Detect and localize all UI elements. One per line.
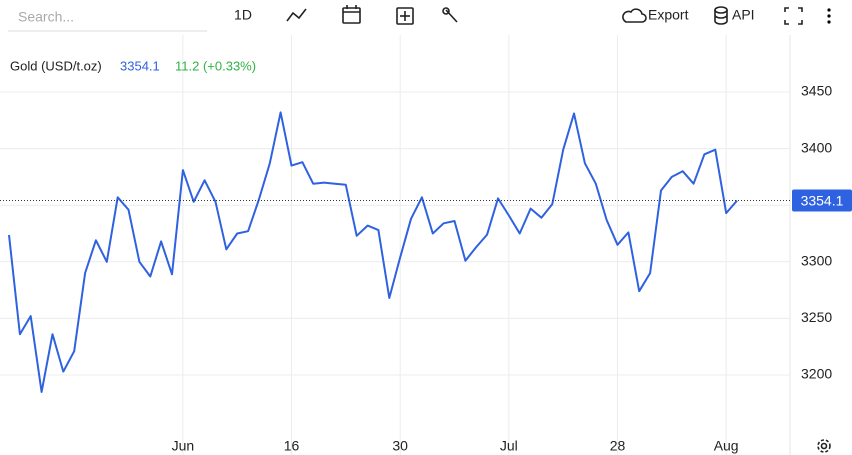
interval-button[interactable]: 1D: [234, 7, 252, 23]
y-tick-label: 3400: [801, 139, 832, 155]
settings-icon[interactable]: [817, 439, 831, 453]
legend-price: 3354.1: [120, 58, 160, 73]
x-tick-label: 28: [610, 438, 626, 454]
last-price-badge: [792, 189, 852, 212]
y-tick-label: 3250: [801, 309, 832, 325]
api-label: API: [732, 7, 755, 23]
x-tick-label: Jul: [500, 438, 518, 454]
x-tick-label: Jun: [172, 438, 195, 454]
price-line: [8, 111, 738, 393]
legend-change: 11.2 (+0.33%): [175, 58, 256, 73]
x-tick-label: 16: [284, 438, 300, 454]
y-tick-label: 3200: [801, 366, 832, 382]
plot: 320032503300335034003450Jun1630Jul28Aug3…: [0, 35, 852, 455]
x-tick-label: Aug: [714, 438, 739, 454]
export-label: Export: [648, 7, 689, 23]
more-menu[interactable]: [827, 8, 831, 24]
chart-type-icon[interactable]: [286, 8, 307, 22]
calendar-icon[interactable]: [342, 5, 361, 24]
export-button[interactable]: Export: [622, 7, 689, 23]
fullscreen-icon[interactable]: [784, 7, 803, 25]
search-placeholder: Search...: [18, 9, 74, 25]
x-tick-label: 30: [392, 438, 408, 454]
y-tick-label: 3450: [801, 83, 832, 99]
api-button[interactable]: API: [714, 6, 755, 25]
last-price-label: 3354.1: [801, 192, 844, 208]
legend-title: Gold (USD/t.oz): [10, 58, 102, 73]
y-tick-label: 3300: [801, 253, 832, 269]
add-indicator-icon[interactable]: [396, 7, 414, 25]
search-box[interactable]: Search...: [8, 9, 207, 32]
tools-icon[interactable]: [442, 7, 458, 23]
